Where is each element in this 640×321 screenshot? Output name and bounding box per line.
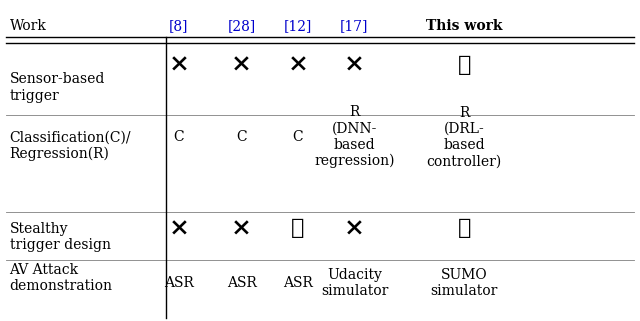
Text: ×: ×: [231, 53, 252, 76]
Text: R
(DRL-
based
controller): R (DRL- based controller): [427, 106, 502, 168]
Text: Work: Work: [10, 19, 47, 33]
Text: AV Attack
demonstration: AV Attack demonstration: [10, 263, 113, 293]
Text: ×: ×: [168, 216, 189, 240]
Text: ASR: ASR: [227, 276, 257, 290]
Text: ×: ×: [168, 53, 189, 76]
Text: SUMO
simulator: SUMO simulator: [431, 268, 498, 298]
Text: [8]: [8]: [169, 19, 189, 33]
Text: C: C: [292, 130, 303, 144]
Text: R
(DNN-
based
regression): R (DNN- based regression): [314, 105, 395, 169]
Text: This work: This work: [426, 19, 502, 33]
Text: Stealthy
trigger design: Stealthy trigger design: [10, 222, 111, 252]
Text: ×: ×: [231, 216, 252, 240]
Text: ×: ×: [344, 216, 365, 240]
Text: Classification(C)/
Regression(R): Classification(C)/ Regression(R): [10, 131, 131, 161]
Text: C: C: [173, 130, 184, 144]
Text: [12]: [12]: [284, 19, 312, 33]
Text: ×: ×: [287, 53, 308, 76]
Text: ASR: ASR: [164, 276, 194, 290]
Text: C: C: [236, 130, 247, 144]
Text: ASR: ASR: [283, 276, 313, 290]
Text: ✓: ✓: [291, 217, 305, 239]
Text: ✓: ✓: [458, 54, 471, 75]
Text: ✓: ✓: [458, 217, 471, 239]
Text: Sensor-based
trigger: Sensor-based trigger: [10, 73, 105, 103]
Text: Udacity
simulator: Udacity simulator: [321, 268, 388, 298]
Text: [17]: [17]: [340, 19, 369, 33]
Text: ×: ×: [344, 53, 365, 76]
Text: [28]: [28]: [227, 19, 256, 33]
